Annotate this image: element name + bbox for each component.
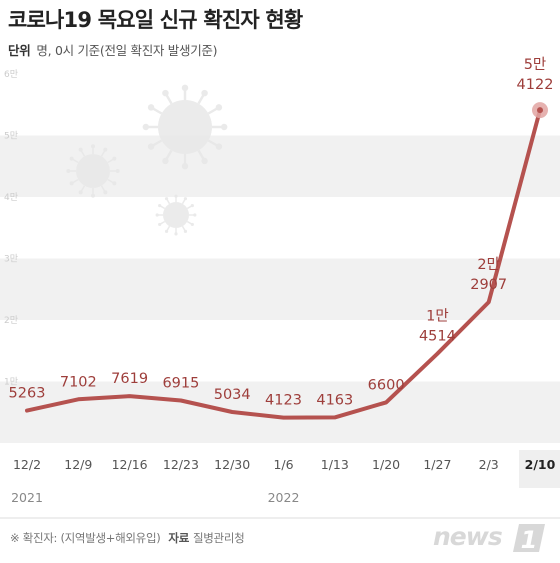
virus-icon	[155, 194, 197, 236]
logo-text: news	[433, 522, 503, 551]
virus-icon	[66, 144, 120, 198]
x-tick-label: 1/20	[372, 457, 400, 472]
x-tick-label: 2/3	[479, 457, 499, 472]
x-tick-label: 1/13	[321, 457, 349, 472]
footnote-text: ※ 확진자: (지역발생+해외유입)	[10, 531, 161, 545]
source-key: 자료	[168, 531, 189, 545]
year-label: 2022	[268, 490, 300, 505]
y-tick-label: 3만	[4, 254, 18, 265]
data-label: 6915	[162, 375, 199, 391]
unit-description: 단위 명, 0시 기준(전일 확진자 발생기준)	[8, 40, 217, 59]
x-tick-label: 2/10	[525, 457, 556, 472]
data-label: 7619	[111, 371, 148, 387]
data-label: 5263	[9, 386, 46, 402]
data-label: 4163	[316, 392, 353, 408]
x-axis-background	[0, 443, 560, 518]
y-tick-label: 2만	[4, 315, 18, 326]
data-label: 4514	[419, 329, 456, 345]
unit-key: 단위	[8, 43, 31, 58]
x-tick-label: 1/27	[423, 457, 451, 472]
source-text: 질병관리청	[192, 531, 245, 545]
unit-text: 명, 0시 기준(전일 확진자 발생기준)	[36, 43, 218, 58]
footer-note: ※ 확진자: (지역발생+해외유입) 자료 질병관리청	[10, 530, 245, 546]
highlight-column	[519, 450, 560, 488]
y-tick-label: 4만	[4, 192, 18, 203]
data-line	[25, 108, 542, 420]
data-label: 6600	[368, 377, 405, 393]
virus-icon	[142, 84, 228, 170]
x-tick-label: 12/9	[64, 457, 92, 472]
grid-band	[0, 258, 560, 320]
data-label: 2만	[477, 256, 500, 273]
news1-logo: news 1	[433, 522, 553, 556]
logo-mark-icon: 1	[513, 524, 545, 554]
data-label: 4123	[265, 393, 302, 409]
data-point	[537, 107, 543, 114]
logo-mark-text: 1	[521, 526, 538, 554]
y-tick-label: 5만	[4, 131, 18, 142]
data-label: 5만	[524, 56, 547, 73]
data-label: 7102	[60, 374, 97, 390]
data-label: 4122	[517, 77, 554, 93]
x-tick-label: 1/6	[273, 457, 293, 472]
data-label: 2907	[470, 277, 507, 293]
x-tick-label: 12/16	[112, 457, 148, 472]
x-tick-label: 12/23	[163, 457, 199, 472]
data-label: 1만	[426, 308, 449, 325]
y-tick-label: 1만	[4, 377, 18, 388]
page-title: 코로나19 목요일 신규 확진자 현황	[8, 8, 303, 32]
x-tick-label: 12/30	[214, 457, 250, 472]
year-label: 2021	[11, 490, 43, 505]
y-tick-label: 6만	[4, 69, 18, 80]
grid-band	[0, 381, 560, 443]
x-tick-label: 12/2	[13, 457, 41, 472]
data-label: 5034	[214, 387, 251, 403]
